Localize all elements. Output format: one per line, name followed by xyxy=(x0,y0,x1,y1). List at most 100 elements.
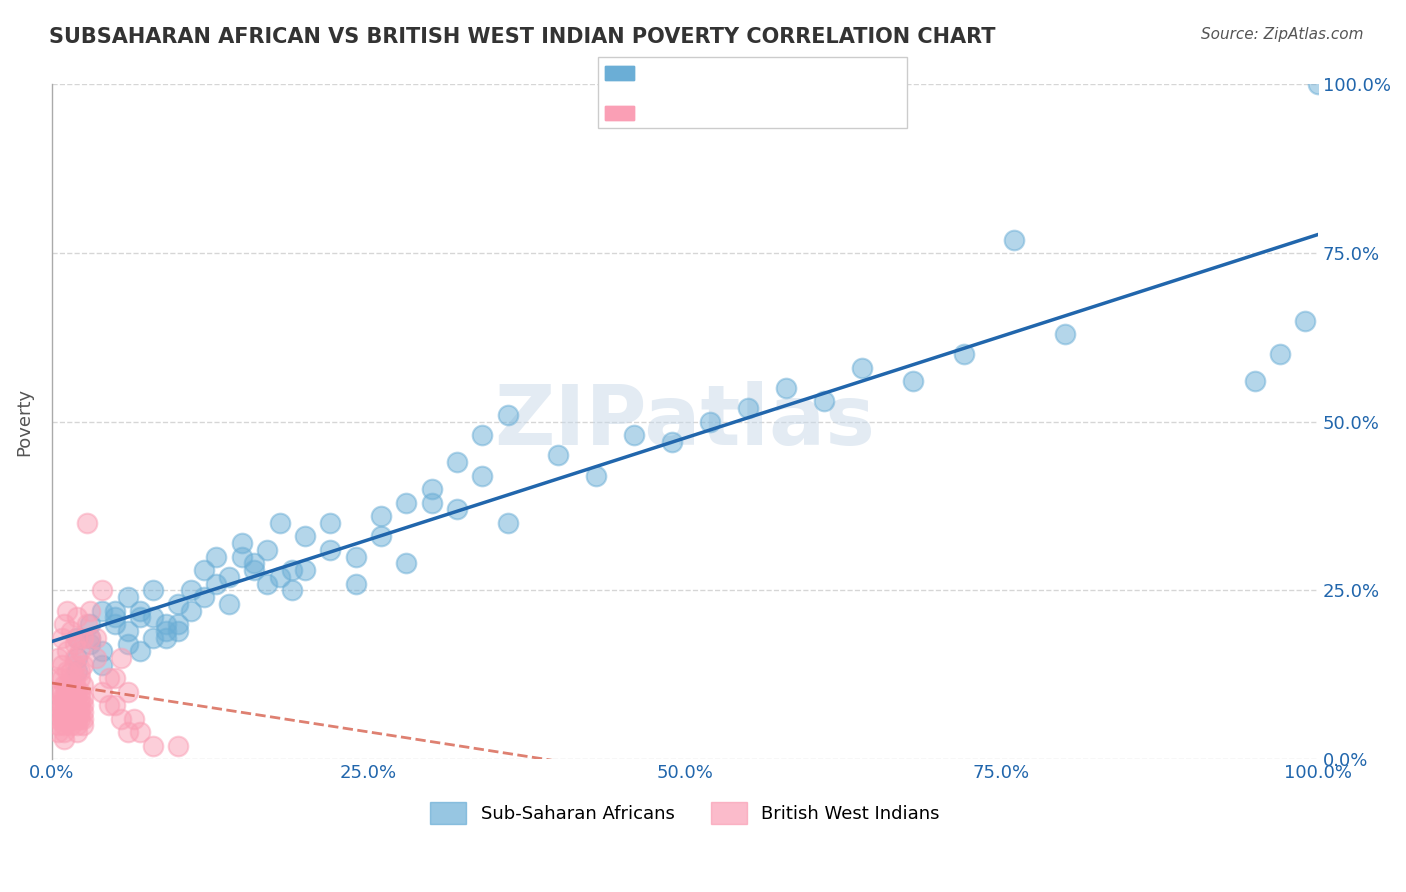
Point xyxy=(1002,233,1025,247)
Point xyxy=(63,650,86,665)
Point xyxy=(167,624,190,638)
Point xyxy=(66,631,89,645)
Point xyxy=(84,650,107,665)
Point xyxy=(56,684,79,698)
Point xyxy=(91,644,114,658)
Point xyxy=(471,468,494,483)
Point xyxy=(53,725,76,739)
Point xyxy=(344,576,367,591)
Point xyxy=(56,604,79,618)
Point xyxy=(471,428,494,442)
Point xyxy=(69,691,91,706)
Point xyxy=(59,705,82,719)
Point xyxy=(167,597,190,611)
Point xyxy=(59,691,82,706)
Point xyxy=(66,631,89,645)
Point xyxy=(117,725,139,739)
Point xyxy=(547,449,569,463)
Point xyxy=(142,739,165,753)
Point xyxy=(72,691,94,706)
Point xyxy=(59,712,82,726)
Point xyxy=(370,529,392,543)
Point xyxy=(72,678,94,692)
Point xyxy=(72,631,94,645)
Point xyxy=(623,428,645,442)
Point xyxy=(117,684,139,698)
Point xyxy=(420,496,443,510)
Point xyxy=(319,542,342,557)
Point xyxy=(46,718,69,732)
Point xyxy=(53,691,76,706)
Point xyxy=(76,617,98,632)
Point xyxy=(370,509,392,524)
Point xyxy=(79,637,101,651)
Point xyxy=(46,712,69,726)
Point xyxy=(51,657,73,672)
Point xyxy=(63,678,86,692)
Text: Source: ZipAtlas.com: Source: ZipAtlas.com xyxy=(1201,27,1364,42)
Point xyxy=(117,590,139,604)
Point xyxy=(256,542,278,557)
Point xyxy=(1053,326,1076,341)
Point xyxy=(66,698,89,712)
Point xyxy=(69,684,91,698)
Point xyxy=(699,415,721,429)
Point xyxy=(110,712,132,726)
Point xyxy=(63,671,86,685)
Point xyxy=(813,394,835,409)
Point xyxy=(79,631,101,645)
Point xyxy=(142,610,165,624)
Point xyxy=(59,678,82,692)
Point xyxy=(193,590,215,604)
Point xyxy=(72,718,94,732)
Point xyxy=(142,583,165,598)
Point xyxy=(129,604,152,618)
Point xyxy=(104,671,127,685)
Point xyxy=(281,583,304,598)
Point xyxy=(1268,347,1291,361)
Point xyxy=(446,502,468,516)
Point xyxy=(269,570,291,584)
Point xyxy=(775,381,797,395)
Point xyxy=(167,617,190,632)
Point xyxy=(66,610,89,624)
Point xyxy=(51,691,73,706)
Point xyxy=(269,516,291,530)
Point xyxy=(59,624,82,638)
Point xyxy=(294,529,316,543)
Point xyxy=(129,610,152,624)
Point xyxy=(59,665,82,679)
Point xyxy=(72,712,94,726)
Point xyxy=(231,536,253,550)
Point xyxy=(66,712,89,726)
Point xyxy=(53,718,76,732)
Point xyxy=(51,705,73,719)
Point xyxy=(737,401,759,416)
Point xyxy=(46,671,69,685)
Point xyxy=(84,631,107,645)
Point xyxy=(155,624,177,638)
Text: ZIPatlas: ZIPatlas xyxy=(495,381,876,462)
Point xyxy=(446,455,468,469)
Point xyxy=(63,637,86,651)
Point xyxy=(1308,78,1330,92)
Point xyxy=(851,360,873,375)
Point xyxy=(420,482,443,496)
Text: R = -0.193    N = 92: R = -0.193 N = 92 xyxy=(638,104,837,123)
Point xyxy=(53,617,76,632)
Text: R =  0.675    N = 78: R = 0.675 N = 78 xyxy=(638,64,837,83)
Point xyxy=(243,563,266,577)
Point xyxy=(104,610,127,624)
Point xyxy=(66,650,89,665)
Point xyxy=(69,698,91,712)
Point xyxy=(661,434,683,449)
Point xyxy=(59,718,82,732)
Point xyxy=(72,698,94,712)
Point xyxy=(91,684,114,698)
Point xyxy=(129,644,152,658)
Point xyxy=(294,563,316,577)
Point xyxy=(79,604,101,618)
Point xyxy=(66,705,89,719)
Point xyxy=(63,691,86,706)
Point xyxy=(122,712,145,726)
